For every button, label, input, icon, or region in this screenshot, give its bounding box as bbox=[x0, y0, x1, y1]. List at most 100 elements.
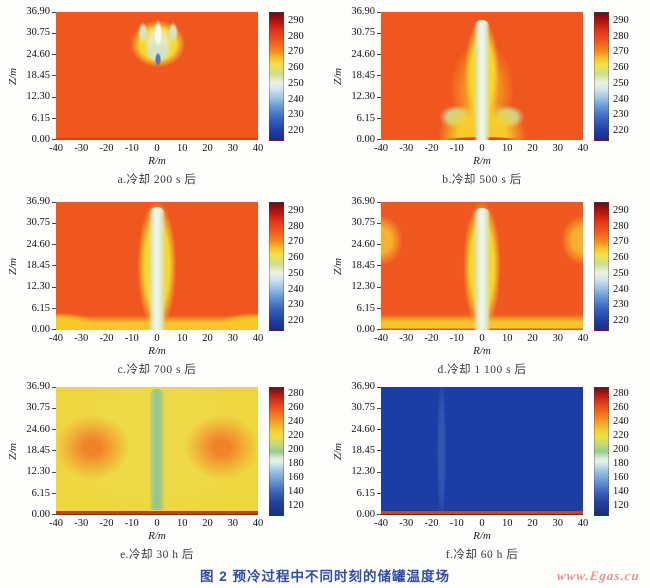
x-axis-ticks: -40 -30 -20 -10 0 10 20 30 40 bbox=[369, 518, 595, 529]
colorbar-tick-label: 270 bbox=[613, 236, 629, 248]
x-tick-label: -20 bbox=[99, 143, 114, 154]
y-tick-label: 24.60 bbox=[26, 49, 56, 60]
y-tick-label: 0.00 bbox=[357, 324, 381, 335]
x-tick-label: -20 bbox=[424, 143, 439, 154]
y-tick-label: 18.45 bbox=[26, 260, 56, 271]
x-tick-label: -40 bbox=[49, 333, 63, 344]
heatmap-c bbox=[56, 202, 258, 330]
colorbar-tick-label: 280 bbox=[613, 388, 629, 399]
colorbar-tick-label: 240 bbox=[288, 93, 304, 105]
colorbar-tick-label: 270 bbox=[288, 46, 304, 58]
x-tick-label: 40 bbox=[577, 333, 589, 344]
y-tick-label: 24.60 bbox=[26, 239, 56, 250]
x-tick-label: 0 bbox=[479, 143, 485, 154]
y-axis-label: Z/m bbox=[332, 67, 344, 85]
colorbar-tick-label: 120 bbox=[288, 500, 304, 511]
colorbar-tick-label: 250 bbox=[613, 77, 629, 89]
x-tick-label: 10 bbox=[502, 333, 513, 344]
x-tick-label: 0 bbox=[479, 333, 485, 344]
x-tick-label: -30 bbox=[74, 333, 89, 344]
cold-axis-column bbox=[149, 389, 165, 510]
x-tick-label: 10 bbox=[177, 333, 188, 344]
colorbar-tick-label: 180 bbox=[288, 458, 304, 469]
x-tick-label: 20 bbox=[202, 518, 213, 529]
colorbar-b bbox=[594, 12, 609, 141]
colorbar-tick-label: 140 bbox=[288, 486, 304, 497]
x-tick-label: -40 bbox=[49, 143, 63, 154]
x-tick-label: 0 bbox=[479, 518, 485, 529]
x-tick-label: -40 bbox=[49, 518, 63, 529]
subplot-c: Z/m 36.90 30.75 24.60 18.45 12.30 6.15 0.00 -4… bbox=[0, 190, 325, 376]
y-tick-label: 0.00 bbox=[357, 134, 381, 145]
x-axis-ticks: -40 -30 -20 -10 0 10 20 30 40 bbox=[44, 143, 270, 154]
y-tick-label: 24.60 bbox=[351, 49, 381, 60]
colorbar-tick-label: 250 bbox=[288, 77, 304, 89]
colorbar-tick-label: 280 bbox=[288, 388, 304, 399]
x-tick-label: 30 bbox=[552, 518, 564, 529]
x-tick-label: -20 bbox=[99, 518, 114, 529]
y-tick-label: 0.00 bbox=[32, 134, 56, 145]
colorbar-tick-label: 290 bbox=[613, 205, 629, 216]
cold-jet-column bbox=[148, 207, 166, 330]
colorbar-tick-label: 240 bbox=[613, 416, 629, 427]
subplot-f: Z/m 36.90 30.75 24.60 18.45 12.30 6.15 0.00 -4… bbox=[325, 375, 650, 561]
y-axis-ticks: 36.90 30.75 24.60 18.45 12.30 6.15 0.00 bbox=[20, 6, 56, 145]
colorbar-e bbox=[269, 387, 284, 516]
colorbar-tick-label: 160 bbox=[288, 472, 304, 483]
x-axis-ticks: -40 -30 -20 -10 0 10 20 30 40 bbox=[44, 518, 270, 529]
y-tick-label: 6.15 bbox=[32, 488, 56, 499]
colorbar-tick-label: 200 bbox=[288, 444, 304, 455]
x-axis-ticks: -40 -30 -20 -10 0 10 20 30 40 bbox=[369, 143, 595, 154]
subplot-caption: c.冷却 700 s 后 bbox=[117, 364, 197, 376]
x-tick-label: -20 bbox=[99, 333, 114, 344]
colorbar-ticks: 280 260 240 220 200 180 160 140 120 bbox=[288, 387, 304, 517]
colorbar-tick-label: 240 bbox=[288, 416, 304, 427]
x-tick-label: -10 bbox=[124, 143, 139, 154]
x-tick-label: 10 bbox=[502, 518, 513, 529]
y-axis-ticks: 36.90 30.75 24.60 18.45 12.30 6.15 0.00 bbox=[20, 381, 56, 520]
colorbar-tick-label: 260 bbox=[613, 62, 629, 74]
x-tick-label: 0 bbox=[154, 333, 160, 344]
colorbar-tick-label: 260 bbox=[288, 252, 304, 264]
x-tick-label: 30 bbox=[227, 518, 239, 529]
colorbar-ticks: 290 280 270 260 250 240 230 220 bbox=[613, 12, 629, 142]
colorbar-tick-label: 280 bbox=[613, 220, 629, 232]
y-tick-label: 6.15 bbox=[32, 113, 56, 124]
colorbar-tick-label: 260 bbox=[288, 402, 304, 413]
colorbar-ticks: 290 280 270 260 250 240 230 220 bbox=[613, 202, 629, 332]
x-axis-ticks: -40 -30 -20 -10 0 10 20 30 40 bbox=[44, 333, 270, 344]
subplot-a: Z/m 36.90 30.75 24.60 18.45 12.30 6.15 0.00 -4… bbox=[0, 0, 325, 190]
y-tick-label: 0.00 bbox=[357, 509, 381, 520]
heatmap-b bbox=[381, 12, 583, 140]
x-axis-label: R/m bbox=[473, 345, 491, 357]
y-axis-label: Z/m bbox=[7, 442, 19, 460]
y-axis-label: Z/m bbox=[7, 257, 19, 275]
subplot-caption: d.冷却 1 100 s 后 bbox=[437, 364, 527, 376]
colorbar-tick-label: 260 bbox=[288, 62, 304, 74]
colorbar-tick-label: 230 bbox=[288, 109, 304, 121]
y-axis-ticks: 36.90 30.75 24.60 18.45 12.30 6.15 0.00 bbox=[345, 196, 381, 335]
colorbar-tick-label: 230 bbox=[288, 299, 304, 311]
x-tick-label: -30 bbox=[399, 518, 414, 529]
x-tick-label: 30 bbox=[227, 333, 239, 344]
watermark: www.Egas.cu bbox=[556, 568, 641, 583]
colorbar-tick-label: 220 bbox=[288, 430, 304, 441]
y-tick-label: 12.30 bbox=[26, 92, 56, 103]
y-tick-label: 6.15 bbox=[32, 303, 56, 314]
y-tick-label: 24.60 bbox=[351, 239, 381, 250]
x-tick-label: -30 bbox=[399, 143, 414, 154]
x-tick-label: 20 bbox=[527, 333, 538, 344]
x-tick-label: -20 bbox=[424, 333, 439, 344]
colorbar-tick-label: 250 bbox=[613, 267, 629, 279]
x-tick-label: 20 bbox=[527, 143, 538, 154]
colorbar-tick-label: 260 bbox=[613, 402, 629, 413]
y-tick-label: 6.15 bbox=[357, 113, 381, 124]
y-tick-label: 30.75 bbox=[351, 28, 381, 39]
colorbar-tick-label: 200 bbox=[613, 444, 629, 455]
colorbar-c bbox=[269, 202, 284, 331]
cold-jet-column bbox=[473, 208, 491, 330]
x-tick-label: 30 bbox=[552, 143, 564, 154]
y-tick-label: 30.75 bbox=[26, 218, 56, 229]
x-tick-label: 40 bbox=[577, 518, 589, 529]
x-tick-label: -10 bbox=[449, 333, 464, 344]
